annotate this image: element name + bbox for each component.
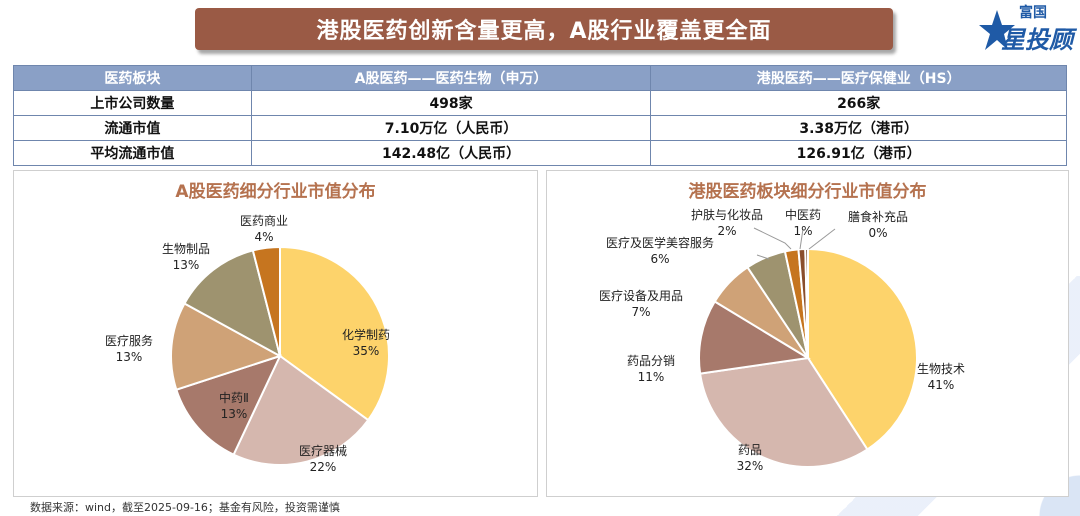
slice-value-label: 22% [310, 460, 337, 474]
pie-slice [183, 249, 282, 358]
leader-line [799, 228, 804, 250]
slice-label: 医疗设备及用品 [599, 289, 683, 303]
table-cell: 3.38万亿（港币） [650, 115, 1067, 141]
a-share-pie-panel: 化学制药 35% 医疗器械 22% 中药Ⅱ 13% 医疗服务 13% 生物制品 13% 医药商业 4%… [13, 170, 538, 497]
table-header-cell: 医药板块 [13, 65, 252, 91]
slice-label: 中药Ⅱ [219, 390, 249, 405]
slice-label: 医疗器械 [299, 443, 347, 458]
hk-pie-panel: 生物技术 41% 药品 32% 药品分销 11% 医疗设备及用品 7% 医疗及医学美容服务 6% 护… [546, 170, 1069, 497]
table-cell: 流通市值 [13, 115, 252, 141]
slice-value-label: 35% [353, 344, 380, 358]
pie-slice [170, 302, 283, 391]
slice-label: 药品 [738, 443, 762, 457]
slice-label: 生物制品 [162, 242, 210, 256]
table-cell: 142.48亿（人民币） [250, 140, 652, 166]
table-row: 流通市值 7.10万亿（人民币） 3.38万亿（港币） [13, 115, 1067, 141]
slice-value-label: 13% [116, 350, 143, 364]
table-cell: 498家 [250, 90, 652, 116]
table-row: 平均流通市值 142.48亿（人民币） 126.91亿（港币） [13, 140, 1067, 166]
table-cell: 7.10万亿（人民币） [250, 115, 652, 141]
slice-value-label: 11% [638, 370, 665, 384]
slice-value-label: 32% [737, 459, 764, 473]
table-header-cell: A股医药——医药生物（申万） [250, 65, 652, 91]
slice-value-label: 2% [717, 224, 736, 238]
slice-label: 中医药 [785, 207, 821, 222]
slice-label: 医疗服务 [105, 333, 153, 348]
slice-label: 护肤与化妆品 [691, 207, 763, 222]
slice-label: 膳食补充品 [848, 209, 908, 224]
pie-slice [251, 245, 281, 357]
leader-line [756, 254, 770, 260]
slice-value-label: 7% [631, 305, 650, 319]
brand-logo: 富国 星投顾 [975, 2, 1079, 54]
chart-title: 港股医药板块细分行业市值分布 [688, 182, 927, 202]
table-cell: 126.91亿（港币） [650, 140, 1067, 166]
logo-top-text: 富国 [1019, 5, 1047, 21]
pie-slice [698, 300, 811, 375]
slice-value-label: 13% [173, 258, 200, 272]
table-row: 上市公司数量 498家 266家 [13, 90, 1067, 116]
leader-line [753, 227, 792, 250]
table-cell: 266家 [650, 90, 1067, 116]
slice-value-label: 13% [221, 407, 248, 421]
slice-label: 医疗及医学美容服务 [606, 235, 714, 250]
leader-line [808, 228, 836, 250]
slice-value-label: 6% [650, 252, 669, 266]
slice-label: 药品分销 [627, 354, 675, 368]
logo-main-text: 星投顾 [1001, 26, 1073, 54]
table-header-row: 医药板块 A股医药——医药生物（申万） 港股医药——医疗保健业（HS） [13, 65, 1067, 91]
slice-label: 医药商业 [240, 213, 288, 228]
table-cell: 上市公司数量 [13, 90, 252, 116]
pie-slice [804, 247, 809, 359]
slice-value-label: 41% [928, 378, 955, 392]
star-logo-icon [979, 10, 1015, 50]
chart-title: A股医药细分行业市值分布 [175, 182, 376, 202]
slice-value-label: 4% [254, 230, 273, 244]
slice-label: 生物技术 [917, 362, 965, 376]
source-footnote: 数据来源：wind，截至2025-09-16；基金有风险，投资需谨慎 [30, 501, 340, 514]
table-cell: 平均流通市值 [13, 140, 252, 166]
slice-value-label: 1% [793, 224, 812, 238]
hk-pie-chart: 生物技术 41% 药品 32% 药品分销 11% 医疗设备及用品 7% 医疗及医学美容服务 6% 护… [599, 207, 965, 473]
pie-slice [279, 245, 390, 422]
pie-slice [698, 356, 869, 468]
page-title: 港股医药创新含量更高，A股行业覆盖更全面 [195, 8, 893, 50]
pie-slice [175, 354, 282, 456]
table-header-cell: 港股医药——医疗保健业（HS） [650, 65, 1067, 91]
a-share-pie-chart: 化学制药 35% 医疗器械 22% 中药Ⅱ 13% 医疗服务 13% 生物制品 13% 医药商业 4% [105, 213, 390, 474]
slice-value-label: 0% [868, 226, 887, 240]
comparison-table: 医药板块 A股医药——医药生物（申万） 港股医药——医疗保健业（HS） 上市公司… [13, 65, 1067, 166]
slice-label: 化学制药 [342, 327, 390, 342]
